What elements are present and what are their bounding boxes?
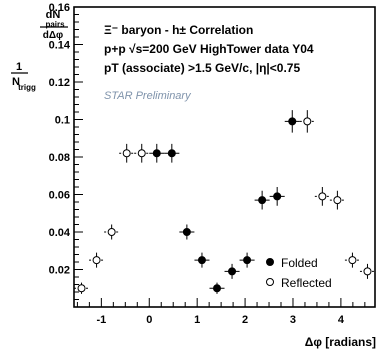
y-label-prefix-bottom-sub: trigg xyxy=(18,83,36,92)
x-tick-label: 2 xyxy=(242,314,248,326)
y-tick-label: 0.1 xyxy=(55,115,70,127)
reflected-point xyxy=(319,193,326,200)
y-tick-label: 0.06 xyxy=(49,190,70,202)
legend-marker-reflected xyxy=(267,279,274,286)
folded-point xyxy=(289,118,296,125)
y-tick-label: 0.16 xyxy=(49,2,70,14)
legend-label-reflected: Reflected xyxy=(281,276,332,290)
y-tick-label: 0.14 xyxy=(49,40,71,52)
folded-point xyxy=(214,285,221,292)
preliminary-label: STAR Preliminary xyxy=(104,90,192,102)
reflected-point xyxy=(78,285,85,292)
x-tick-label: 4 xyxy=(338,314,345,326)
reflected-point xyxy=(349,257,356,264)
legend-marker-folded xyxy=(267,259,274,266)
folded-point xyxy=(198,257,205,264)
x-tick-label: -1 xyxy=(96,314,106,326)
folded-point xyxy=(168,150,175,157)
folded-point xyxy=(229,268,236,275)
x-tick-label: 3 xyxy=(290,314,296,326)
y-tick-label: 0.12 xyxy=(49,77,70,89)
reflected-point xyxy=(93,257,100,264)
reflected-point xyxy=(334,197,341,204)
folded-point xyxy=(274,193,281,200)
folded-point xyxy=(259,197,266,204)
reflected-point xyxy=(108,229,115,236)
legend-label-folded: Folded xyxy=(281,256,318,270)
y-label-numerator-sub: pairs xyxy=(45,20,65,29)
x-tick-label: 1 xyxy=(194,314,200,326)
title-line-3: pT (associate) >1.5 GeV/c, |η|<0.75 xyxy=(104,61,300,75)
folded-point xyxy=(244,257,251,264)
folded-point xyxy=(183,229,190,236)
title-line-2: p+p √s=200 GeV HighTower data Y04 xyxy=(104,42,314,56)
x-axis-label: Δφ [radians] xyxy=(305,335,376,349)
y-tick-label: 0.08 xyxy=(49,152,70,164)
title-line-1: Ξ⁻ baryon - h± Correlation xyxy=(104,23,253,37)
folded-point xyxy=(153,150,160,157)
reflected-point xyxy=(304,118,311,125)
reflected-point xyxy=(123,150,130,157)
x-tick-label: 0 xyxy=(146,314,152,326)
reflected-point xyxy=(364,268,371,275)
y-tick-label: 0.04 xyxy=(49,227,71,239)
reflected-point xyxy=(138,150,145,157)
y-tick-label: 0.02 xyxy=(49,265,70,277)
y-label-prefix-top: 1 xyxy=(16,61,22,73)
